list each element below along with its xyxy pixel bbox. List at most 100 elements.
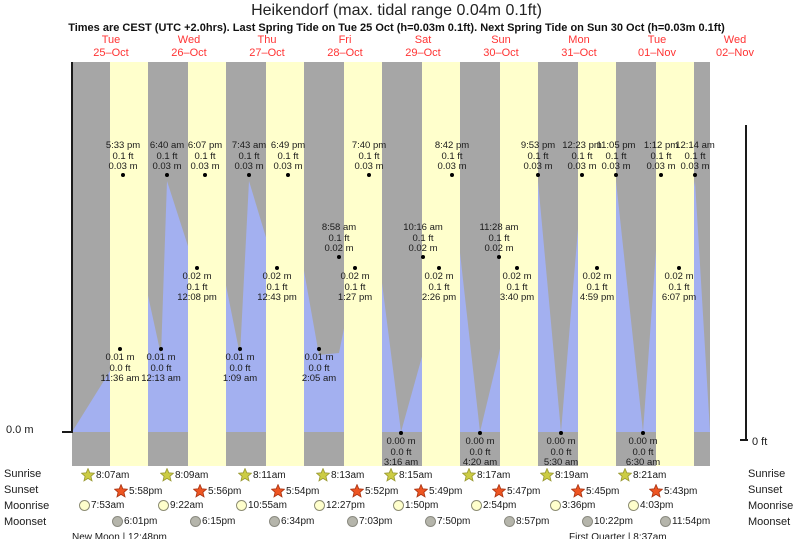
moonrise-circle-icon <box>628 500 639 511</box>
tide-height-ft: 0.1 ft <box>156 150 178 162</box>
tide-height-m: 0.03 m <box>108 161 138 172</box>
moonrise-circle-icon <box>158 500 169 511</box>
day-of-week: Sat <box>414 34 432 46</box>
tide-height-m: 0.03 m <box>601 161 631 172</box>
sunrise-star-icon <box>159 467 175 482</box>
moonset-cell: 6:15pm <box>190 516 268 527</box>
tide-height-m: 0.01 m <box>304 352 334 363</box>
sunrise-cell: 8:07am <box>80 467 159 482</box>
moonrise-time: 2:54pm <box>483 500 517 511</box>
tide-extreme-dot <box>559 431 563 435</box>
tide-time: 12:13 am <box>141 373 181 384</box>
row-label-sunrise: Sunrise <box>4 468 42 480</box>
tide-extreme-label: 0.02 m 0.1 ft 4:59 pm <box>554 271 640 304</box>
tide-height-m: 0.03 m <box>234 161 264 172</box>
tide-extreme-dot <box>238 347 242 351</box>
tide-extreme-dot <box>275 266 279 270</box>
tide-extreme-dot <box>286 173 290 177</box>
tide-extreme-label: 6:40 am 0.1 ft 0.03 m <box>124 140 210 173</box>
day-of-week: Fri <box>338 34 352 46</box>
tide-height-m: 0.01 m <box>105 352 135 363</box>
page-subtitle: Times are CEST (UTC +2.0hrs). Last Sprin… <box>68 22 725 34</box>
left-axis-line <box>71 62 73 433</box>
sunset-time: 5:43pm <box>664 485 698 497</box>
left-axis-label: 0.0 m <box>6 424 34 436</box>
tide-extreme-dot <box>693 173 697 177</box>
day-header: Sun 30–Oct <box>462 34 540 60</box>
day-date: 28–Oct <box>327 47 363 59</box>
tide-extreme-dot <box>677 266 681 270</box>
tide-height-m: 0.02 m <box>484 243 514 254</box>
tide-time: 8:58 am <box>321 222 357 233</box>
tide-extreme-label: 0.00 m 0.0 ft 3:16 am <box>358 436 444 469</box>
moonset-time: 6:01pm <box>124 516 158 527</box>
tide-height-ft: 0.1 ft <box>441 150 463 162</box>
tide-extreme-label: 0.00 m 0.0 ft 4:20 am <box>437 436 523 469</box>
tide-height-ft: 0.1 ft <box>668 281 690 293</box>
tide-height-m: 0.00 m <box>465 436 495 447</box>
moonrise-circle-icon <box>550 500 561 511</box>
day-of-week: Sun <box>491 34 511 46</box>
moonset-time: 8:57pm <box>516 516 550 527</box>
moonrise-time: 1:50pm <box>405 500 439 511</box>
moon-phase-label: New Moon | 12:48pm <box>72 532 167 539</box>
tide-extreme-label: 8:58 am 0.1 ft 0.02 m <box>296 222 382 255</box>
sunset-star-icon <box>349 483 365 498</box>
tide-extreme-label: 0.01 m 0.0 ft 11:36 am <box>77 352 163 385</box>
tide-time: 1:27 pm <box>337 292 373 303</box>
daylight-band <box>266 62 304 466</box>
tide-height-ft: 0.1 ft <box>186 281 208 293</box>
sunset-star-icon <box>413 483 429 498</box>
sunrise-star-icon <box>237 467 253 482</box>
tide-extreme-label: 0.01 m 0.0 ft 1:09 am <box>197 352 283 385</box>
tide-extreme-label: 0.02 m 0.1 ft 6:07 pm <box>636 271 722 304</box>
tide-extreme-dot <box>337 255 341 259</box>
tide-extreme-dot <box>497 255 501 259</box>
tide-extreme-dot <box>478 431 482 435</box>
tide-extreme-label: 0.01 m 0.0 ft 2:05 am <box>276 352 362 385</box>
tide-time: 2:26 pm <box>421 292 457 303</box>
moonrise-circle-icon <box>314 500 325 511</box>
sunset-cell: 5:56pm <box>192 483 271 498</box>
sunrise-time: 8:19am <box>555 469 589 481</box>
tide-curve <box>72 181 710 432</box>
moonset-circle-icon <box>190 516 201 527</box>
tide-height-ft: 0.1 ft <box>488 232 510 244</box>
sunset-time: 5:47pm <box>507 485 541 497</box>
tide-height-m: 0.03 m <box>354 161 384 172</box>
tide-extreme-label: 5:33 pm 0.1 ft 0.03 m <box>80 140 166 173</box>
tide-extreme-dot <box>165 173 169 177</box>
moonrise-time: 9:22am <box>170 500 204 511</box>
sunset-cell: 5:45pm <box>570 483 649 498</box>
day-of-week: Wed <box>723 34 747 46</box>
day-header: Sat 29–Oct <box>384 34 462 60</box>
tide-height-m: 0.02 m <box>324 243 354 254</box>
tide-height-ft: 0.1 ft <box>328 232 350 244</box>
moonset-circle-icon <box>269 516 280 527</box>
sunset-time: 5:56pm <box>208 485 242 497</box>
row-label-right-moonrise: Moonrise <box>748 500 793 512</box>
moonset-time: 7:03pm <box>359 516 393 527</box>
day-date: 30–Oct <box>483 47 519 59</box>
tide-extreme-label: 0.02 m 0.1 ft 2:26 pm <box>396 271 482 304</box>
sunrise-time: 8:11am <box>253 469 286 481</box>
tide-extreme-label: 7:43 am 0.1 ft 0.03 m <box>206 140 292 173</box>
day-date: 01–Nov <box>638 47 676 59</box>
moonset-cell: 7:50pm <box>425 516 503 527</box>
page-title: Heikendorf (max. tidal range 0.04m 0.1ft… <box>251 2 542 19</box>
moonset-cell: 7:03pm <box>347 516 425 527</box>
right-axis-line <box>745 125 747 441</box>
tide-extreme-label: 0.00 m 0.0 ft 5:30 am <box>518 436 604 469</box>
right-axis-label: 0 ft <box>752 436 768 448</box>
tide-time: 3:40 pm <box>499 292 535 303</box>
tide-height-m: 0.03 m <box>152 161 182 172</box>
tide-extreme-label: 0.01 m 0.0 ft 12:13 am <box>118 352 204 385</box>
tide-extreme-label: 1:12 pm 0.1 ft 0.03 m <box>618 140 704 173</box>
tide-height-m: 0.01 m <box>146 352 176 363</box>
tide-time: 12:43 pm <box>257 292 297 303</box>
tide-height-ft: 0.1 ft <box>605 150 627 162</box>
tide-extreme-dot <box>399 431 403 435</box>
tide-time: 6:40 am <box>149 140 185 151</box>
sunrise-cell: 8:11am <box>237 467 316 482</box>
tide-extreme-label: 11:05 pm 0.1 ft 0.03 m <box>573 140 659 173</box>
